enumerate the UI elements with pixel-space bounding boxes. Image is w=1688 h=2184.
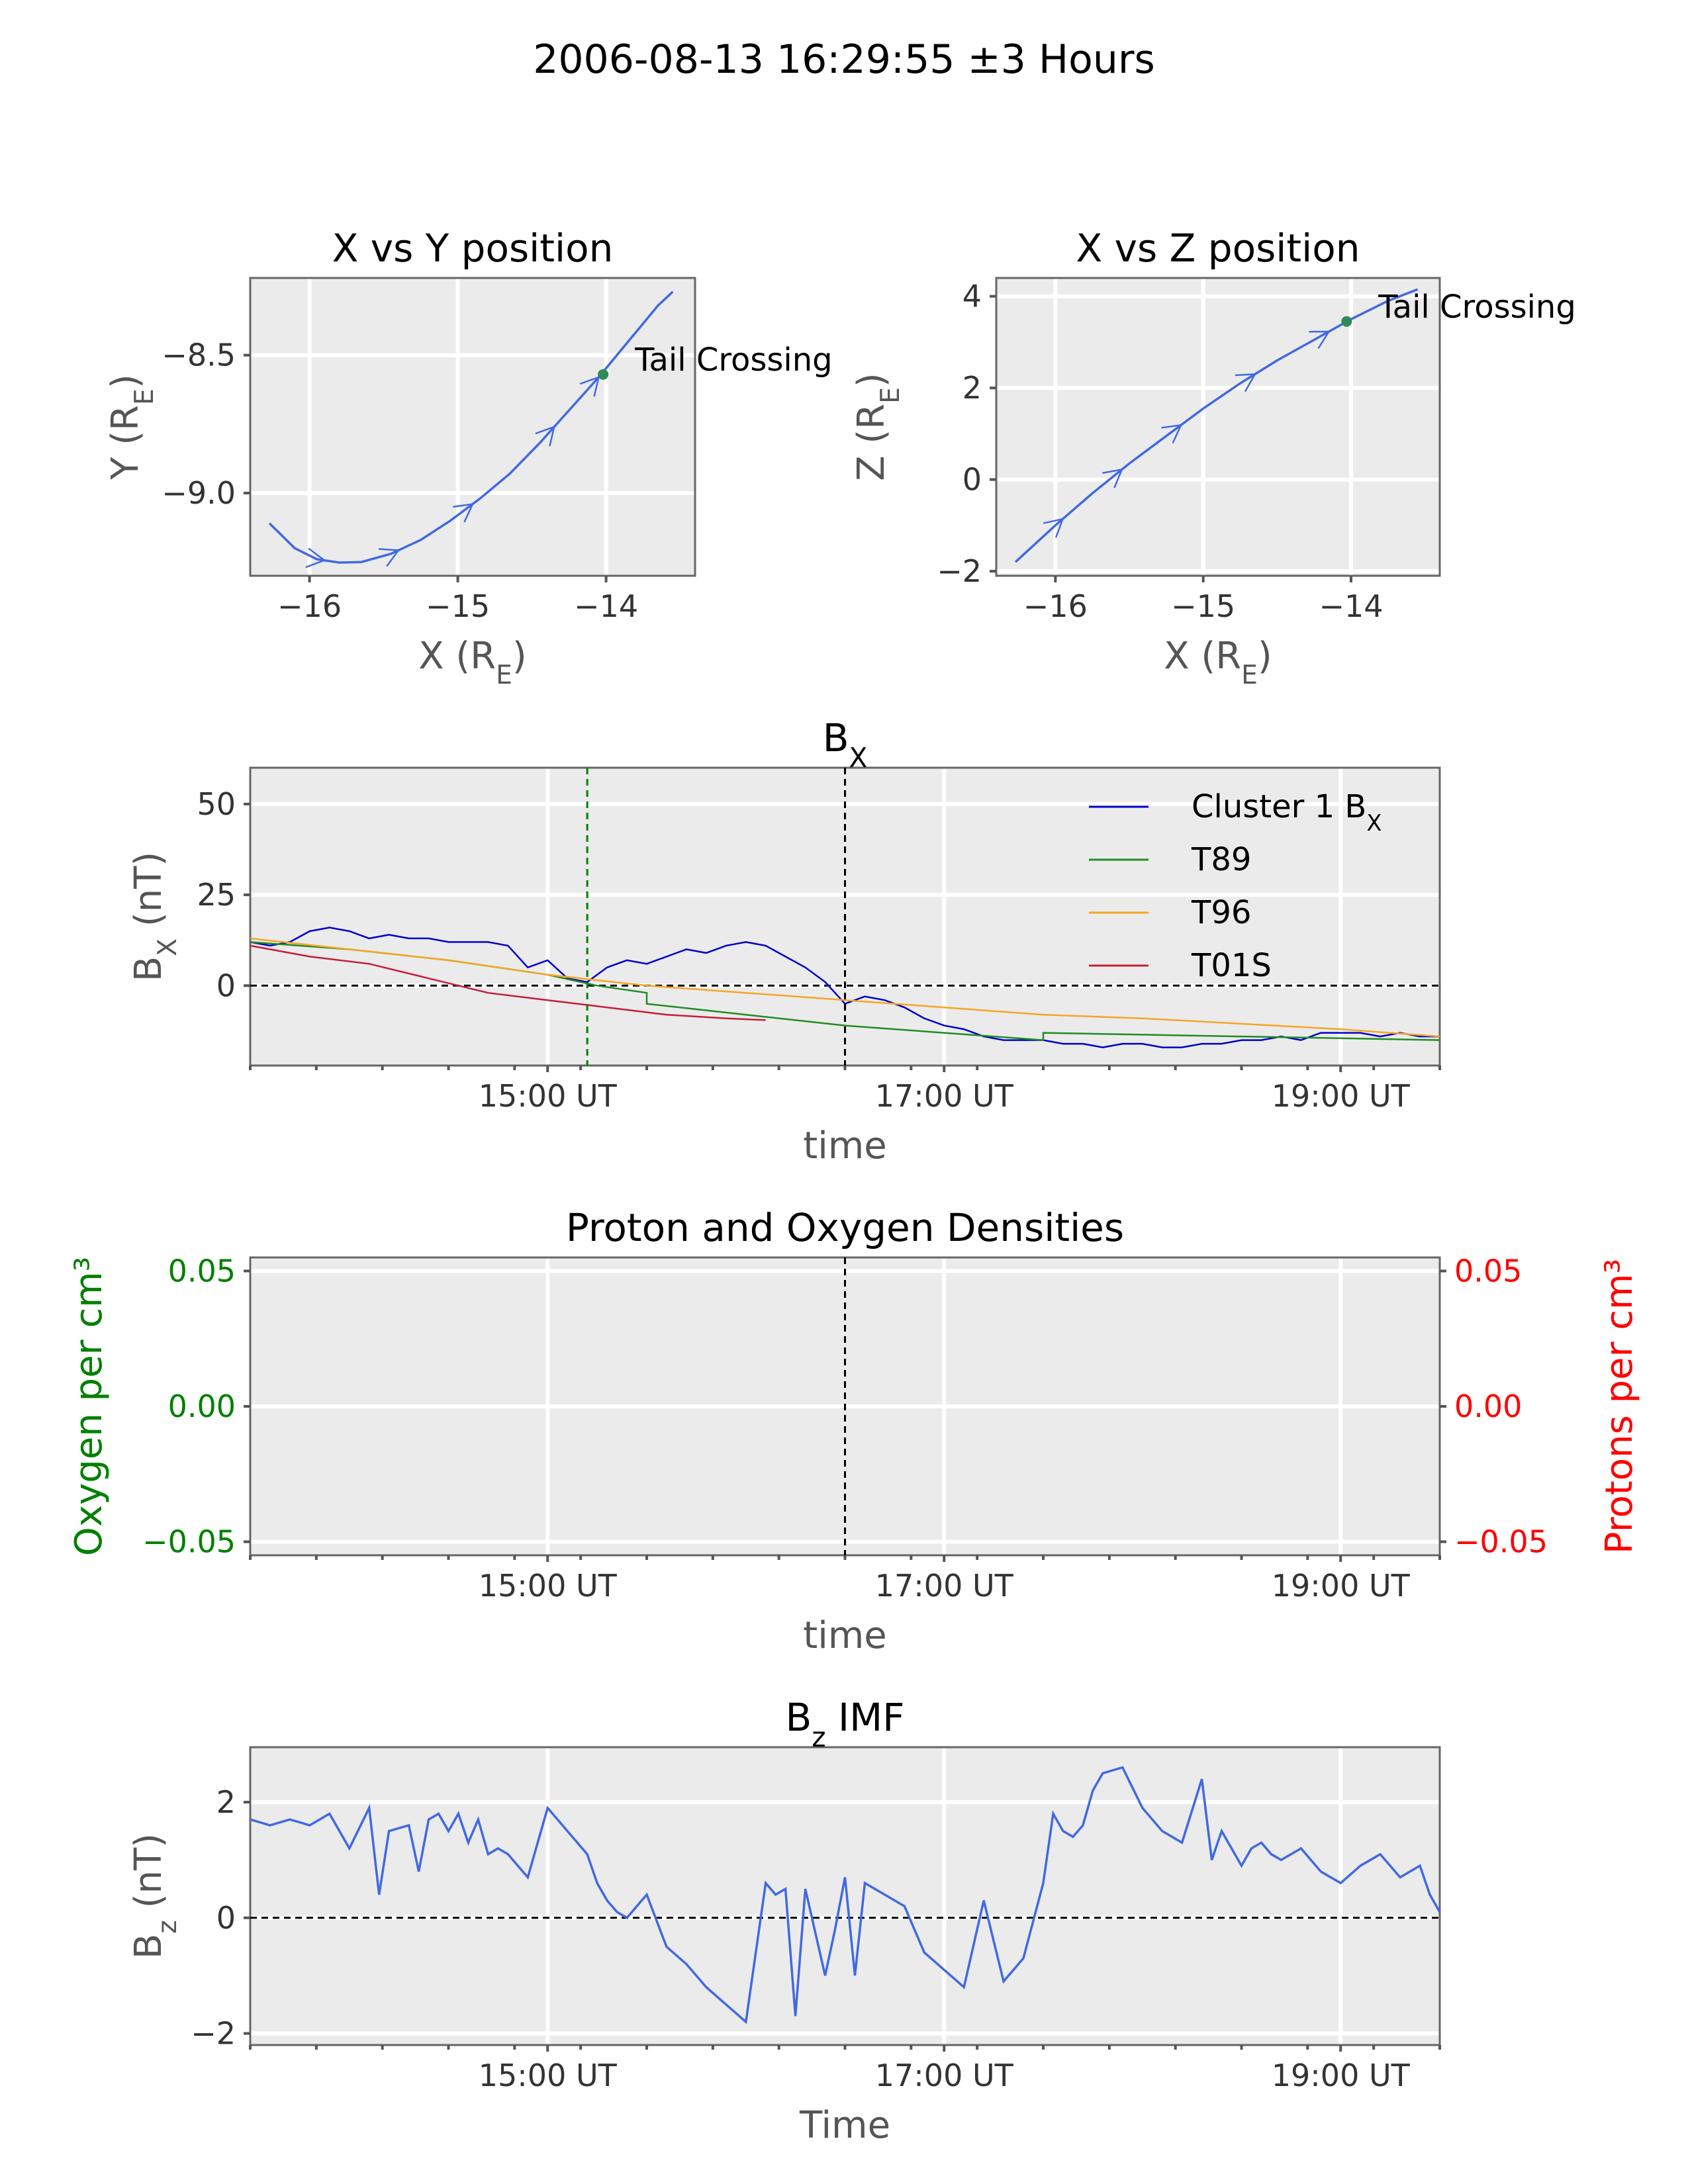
y-tick-label: 2 xyxy=(216,1784,236,1820)
legend-label: T01S xyxy=(1191,947,1272,984)
x-tick-label: 19:00 UT xyxy=(1272,1078,1411,1114)
y-tick-label: 0.05 xyxy=(168,1253,236,1289)
x-tick-label: 17:00 UT xyxy=(875,1078,1014,1114)
y-axis-label: Bz (nT) xyxy=(127,1833,183,1959)
x-tick-label: −15 xyxy=(426,588,490,624)
x-tick-label: −14 xyxy=(574,588,638,624)
legend-label: T96 xyxy=(1191,894,1251,931)
x-axis-label: Time xyxy=(799,2104,890,2147)
direction-arrow xyxy=(1043,518,1064,538)
direction-arrow xyxy=(1309,330,1331,349)
x-axis-label: X (RE) xyxy=(1164,635,1272,690)
x-tick-label: −15 xyxy=(1171,588,1235,624)
plot-area xyxy=(250,278,695,576)
tail-crossing-marker xyxy=(598,369,609,380)
x-tick-label: 15:00 UT xyxy=(479,1078,618,1114)
x-axis-label: time xyxy=(803,1124,887,1167)
x-tick-label: 19:00 UT xyxy=(1272,1568,1411,1604)
x-tick-label: −16 xyxy=(277,588,342,624)
y-tick-label: 25 xyxy=(197,877,236,913)
y-tick-label: −8.5 xyxy=(162,338,236,373)
chart-title: X vs Z position xyxy=(1076,226,1360,271)
x-tick-label: −14 xyxy=(1319,588,1383,624)
figure-title: 2006-08-13 16:29:55 ±3 Hours xyxy=(533,36,1155,83)
legend-label: Cluster 1 BX xyxy=(1192,788,1382,836)
y-tick-label-right: −0.05 xyxy=(1454,1524,1548,1560)
chart-xz: −16 −15 −14 −2 0 2 4 X vs Z position X (RE) Z (RE… xyxy=(850,226,1576,690)
legend-label: T89 xyxy=(1191,841,1251,878)
tail-crossing-label: Tail Crossing xyxy=(634,341,833,379)
y-tick-label: 2 xyxy=(962,370,982,406)
y-tick-label: −0.05 xyxy=(142,1524,236,1560)
series-line-t96 xyxy=(250,937,1440,1038)
series-line-0 xyxy=(1014,288,1419,563)
series-line-t01s xyxy=(250,944,766,1021)
x-axis-label: X (RE) xyxy=(418,635,527,690)
y-axis-label: Y (RE) xyxy=(104,374,160,480)
chart-xy: −16 −15 −14 −9.0 −8.5 X vs Y position X (RE) Y … xyxy=(104,226,833,690)
y-tick-label: −2 xyxy=(191,2016,236,2052)
y-axis-label: BX (nT) xyxy=(127,852,183,981)
y-tick-label-right: 0.00 xyxy=(1454,1388,1522,1424)
tail-crossing-label: Tail Crossing xyxy=(1378,289,1576,326)
direction-arrow xyxy=(453,503,475,523)
plot-frame xyxy=(249,277,696,577)
series-line-cluster-1-b-x xyxy=(250,927,1440,1048)
y-tick-label: −9.0 xyxy=(162,475,236,511)
series-line-0 xyxy=(250,1766,1441,2025)
chart-title: BX xyxy=(823,715,868,774)
y-tick-label: −2 xyxy=(937,553,982,589)
chart-bx: 15:00 UT 17:00 UT 19:00 UT 0 25 50 BX time BX (n… xyxy=(127,715,1441,1167)
tail-crossing-marker xyxy=(1341,316,1352,327)
x-axis-label: time xyxy=(803,1614,887,1657)
direction-arrow xyxy=(378,548,400,567)
y-axis-label-right: Protons per cm³ xyxy=(1598,1259,1641,1554)
x-tick-label: 19:00 UT xyxy=(1272,2058,1411,2093)
direction-arrow xyxy=(305,547,326,569)
y-axis-label: Z (RE) xyxy=(850,373,906,481)
y-tick-label-right: 0.05 xyxy=(1454,1253,1522,1289)
plot-area xyxy=(996,278,1440,576)
y-tick-label: 0 xyxy=(216,968,236,1003)
series-line-0 xyxy=(268,291,674,564)
x-tick-label: −16 xyxy=(1023,588,1088,624)
chart-title: Proton and Oxygen Densities xyxy=(566,1205,1124,1250)
direction-arrow xyxy=(1161,424,1183,444)
plot-frame xyxy=(995,277,1441,577)
y-tick-label: 0 xyxy=(962,462,982,498)
x-tick-label: 15:00 UT xyxy=(479,1568,618,1604)
y-axis-label: Oxygen per cm³ xyxy=(68,1257,111,1556)
direction-arrow xyxy=(1235,373,1257,392)
y-tick-label: 0.00 xyxy=(168,1388,236,1424)
x-tick-label: 15:00 UT xyxy=(479,2058,618,2093)
x-tick-label: 17:00 UT xyxy=(875,1568,1014,1604)
direction-arrow xyxy=(535,426,555,447)
chart-bz: 15:00 UT 17:00 UT 19:00 UT −2 0 2 Bz IMF Time Bz… xyxy=(127,1695,1441,2147)
y-tick-label: 0 xyxy=(216,1900,236,1936)
chart-title: X vs Y position xyxy=(332,226,614,271)
chart-title: Bz IMF xyxy=(785,1695,904,1753)
plot-area xyxy=(250,1747,1440,2045)
y-tick-label: 50 xyxy=(197,786,236,822)
direction-arrow xyxy=(1102,468,1123,488)
y-tick-label: 4 xyxy=(962,279,982,314)
chart-dens: 15:00 UT 17:00 UT 19:00 UT −0.05 −0.05 0.00 0.… xyxy=(68,1205,1641,1657)
x-tick-label: 17:00 UT xyxy=(875,2058,1014,2093)
